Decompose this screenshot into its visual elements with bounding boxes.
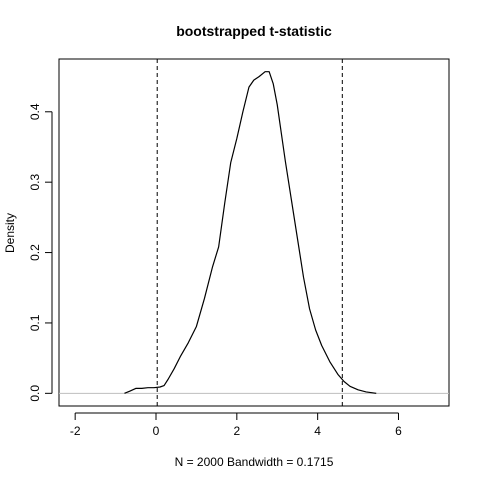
y-axis: 0.0 0.1 0.2 0.3 0.4 [28,103,53,402]
x-tick-label: 0 [153,424,160,438]
x-axis: -2 0 2 4 6 [70,412,402,438]
x-tick-label: 2 [233,424,240,438]
x-tick-label: 6 [395,424,402,438]
x-tick-label: 4 [314,424,321,438]
y-tick-label: 0.1 [28,314,42,331]
y-tick-label: 0.3 [28,174,42,191]
y-tick-label: 0.0 [28,385,42,402]
plot-frame [58,58,450,407]
y-tick-label: 0.4 [28,103,42,120]
y-axis-label: Density [3,213,17,253]
series-layer [124,71,377,394]
density-curve [124,71,377,394]
vline-layer [156,59,343,406]
x-axis-label: N = 2000 Bandwidth = 0.1715 [175,455,334,469]
chart-title: bootstrapped t-statistic [176,23,332,39]
x-tick-label: -2 [70,424,81,438]
y-tick-label: 0.2 [28,244,42,261]
